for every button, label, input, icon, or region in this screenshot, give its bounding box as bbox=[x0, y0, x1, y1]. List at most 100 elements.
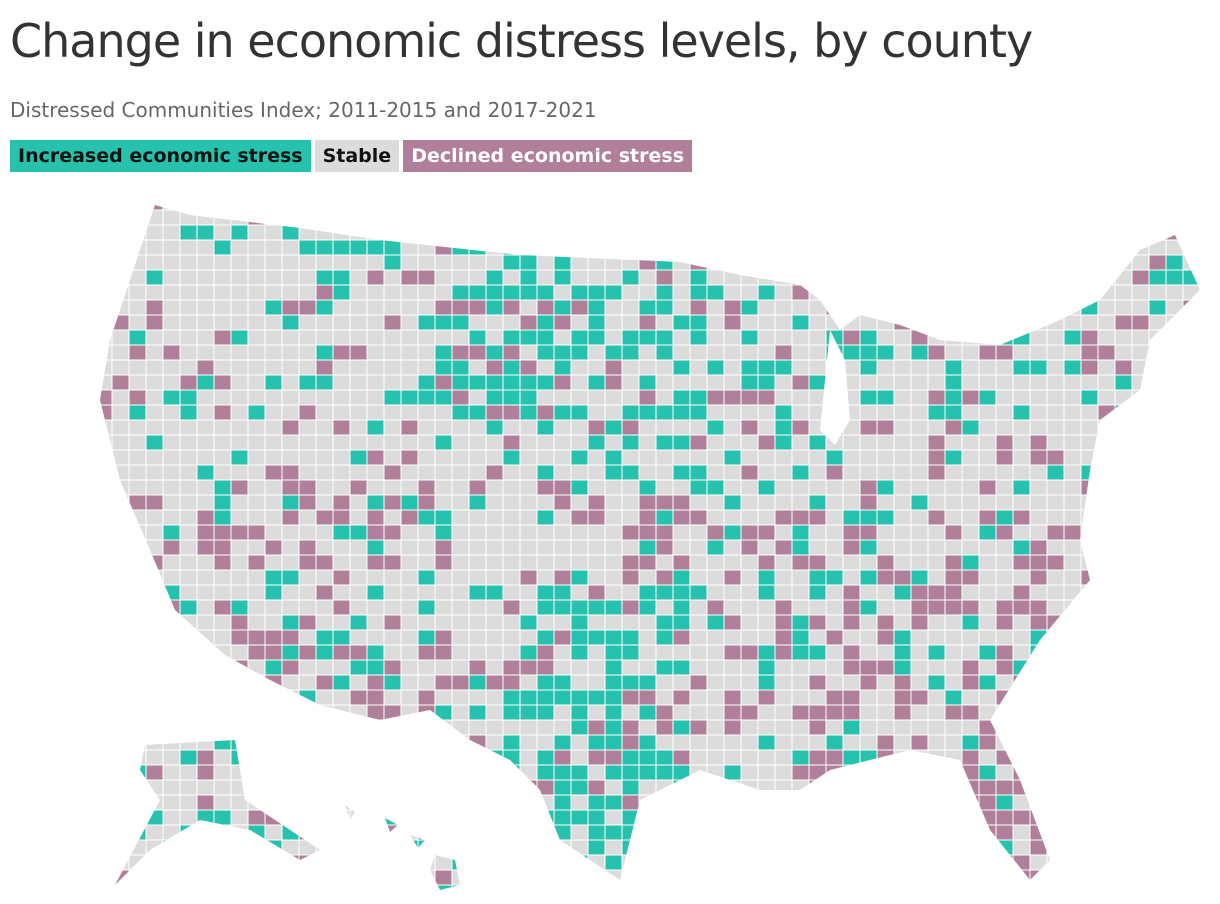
county bbox=[519, 764, 538, 781]
county bbox=[910, 719, 929, 736]
county bbox=[723, 809, 742, 826]
county bbox=[774, 809, 793, 826]
county bbox=[723, 749, 742, 766]
county bbox=[859, 599, 878, 616]
county bbox=[128, 329, 147, 346]
county bbox=[893, 869, 912, 886]
county bbox=[264, 404, 283, 421]
county bbox=[723, 329, 742, 346]
county bbox=[230, 749, 249, 766]
county bbox=[366, 839, 385, 856]
county bbox=[451, 809, 470, 826]
county bbox=[128, 794, 147, 811]
county bbox=[910, 749, 929, 766]
county bbox=[100, 839, 113, 856]
county bbox=[808, 314, 827, 331]
county bbox=[1046, 674, 1065, 691]
county bbox=[298, 299, 317, 316]
county bbox=[162, 734, 181, 751]
county bbox=[978, 734, 997, 751]
county bbox=[1029, 824, 1048, 841]
county bbox=[927, 719, 946, 736]
county bbox=[1080, 764, 1099, 781]
county bbox=[366, 374, 385, 391]
county bbox=[944, 509, 963, 526]
county bbox=[366, 359, 385, 376]
county bbox=[1165, 869, 1184, 886]
county bbox=[910, 449, 929, 466]
county bbox=[332, 779, 351, 796]
county bbox=[859, 794, 878, 811]
county bbox=[1012, 299, 1031, 316]
county bbox=[1080, 794, 1099, 811]
county bbox=[417, 869, 436, 886]
county bbox=[281, 674, 300, 691]
county bbox=[536, 794, 555, 811]
county bbox=[621, 839, 640, 856]
county bbox=[944, 389, 963, 406]
county bbox=[1199, 329, 1200, 346]
county bbox=[1046, 449, 1065, 466]
county bbox=[859, 284, 878, 301]
county bbox=[400, 689, 419, 706]
county bbox=[1046, 284, 1065, 301]
county bbox=[893, 449, 912, 466]
county bbox=[264, 329, 283, 346]
county bbox=[162, 419, 181, 436]
county bbox=[791, 824, 810, 841]
county bbox=[196, 254, 215, 271]
county bbox=[128, 764, 147, 781]
county bbox=[366, 329, 385, 346]
county bbox=[1148, 299, 1167, 316]
county bbox=[604, 464, 623, 481]
county bbox=[1165, 419, 1184, 436]
county bbox=[213, 749, 232, 766]
county bbox=[1097, 554, 1116, 571]
county bbox=[485, 299, 504, 316]
county bbox=[332, 524, 351, 541]
county bbox=[689, 734, 708, 751]
county bbox=[808, 644, 827, 661]
county bbox=[519, 434, 538, 451]
county bbox=[876, 299, 895, 316]
county bbox=[145, 374, 164, 391]
county bbox=[502, 839, 521, 856]
county bbox=[570, 869, 589, 886]
county bbox=[536, 854, 555, 871]
county bbox=[978, 449, 997, 466]
county bbox=[706, 389, 725, 406]
county bbox=[655, 404, 674, 421]
county bbox=[1182, 209, 1200, 226]
county bbox=[927, 359, 946, 376]
county bbox=[383, 359, 402, 376]
county bbox=[400, 329, 419, 346]
county bbox=[349, 554, 368, 571]
county bbox=[230, 389, 249, 406]
county bbox=[485, 509, 504, 526]
county bbox=[587, 629, 606, 646]
county bbox=[995, 854, 1014, 871]
county bbox=[230, 314, 249, 331]
county bbox=[689, 299, 708, 316]
county bbox=[1012, 869, 1031, 886]
county bbox=[145, 205, 164, 211]
county bbox=[672, 509, 691, 526]
county bbox=[672, 224, 691, 241]
county bbox=[757, 629, 776, 646]
county bbox=[859, 539, 878, 556]
county bbox=[128, 824, 147, 841]
county bbox=[978, 434, 997, 451]
county bbox=[621, 374, 640, 391]
county bbox=[298, 284, 317, 301]
county bbox=[111, 599, 130, 616]
county bbox=[1182, 329, 1200, 346]
county bbox=[604, 419, 623, 436]
county bbox=[638, 584, 657, 601]
county bbox=[281, 884, 300, 890]
county bbox=[230, 629, 249, 646]
county bbox=[876, 434, 895, 451]
county bbox=[417, 509, 436, 526]
county bbox=[757, 329, 776, 346]
county bbox=[485, 644, 504, 661]
county bbox=[145, 209, 164, 226]
